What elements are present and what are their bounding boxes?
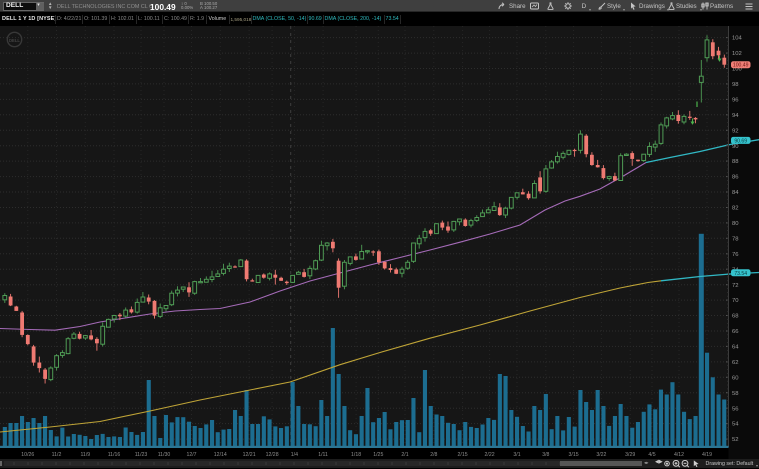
svg-text:62: 62	[732, 360, 739, 366]
svg-text:12/14: 12/14	[214, 452, 227, 458]
svg-text:92: 92	[732, 128, 739, 134]
svg-text:58: 58	[732, 391, 739, 397]
svg-text:11/9: 11/9	[80, 452, 90, 458]
svg-text:84: 84	[732, 190, 739, 196]
svg-text:11/30: 11/30	[158, 452, 171, 458]
svg-text:78: 78	[732, 236, 739, 242]
svg-text:54: 54	[732, 422, 739, 428]
svg-text:90.69: 90.69	[734, 138, 747, 144]
svg-text:11/16: 11/16	[108, 452, 121, 458]
svg-text:96: 96	[732, 98, 739, 104]
svg-text:10/26: 10/26	[21, 452, 34, 458]
svg-text:12/28: 12/28	[266, 452, 279, 458]
svg-text:94: 94	[732, 113, 739, 119]
svg-text:88: 88	[732, 159, 739, 165]
svg-text:76: 76	[732, 252, 739, 258]
svg-text:104: 104	[732, 36, 743, 42]
svg-text:11/23: 11/23	[135, 452, 148, 458]
svg-text:100.49: 100.49	[733, 63, 749, 69]
svg-text:2/1: 2/1	[401, 452, 408, 458]
svg-text:1/25: 1/25	[373, 452, 383, 458]
svg-text:2/8: 2/8	[430, 452, 437, 458]
svg-text:102: 102	[732, 51, 742, 57]
svg-text:4/12: 4/12	[674, 452, 684, 458]
svg-text:64: 64	[732, 345, 739, 351]
svg-text:3/15: 3/15	[569, 452, 579, 458]
svg-text:2/22: 2/22	[485, 452, 495, 458]
svg-text:73.54: 73.54	[734, 271, 747, 277]
svg-text:4/5: 4/5	[648, 452, 655, 458]
svg-text:DELL: DELL	[9, 38, 20, 43]
svg-text:72: 72	[732, 283, 739, 289]
svg-text:12/7: 12/7	[186, 452, 196, 458]
svg-text:68: 68	[732, 314, 739, 320]
svg-text:1/4: 1/4	[291, 452, 298, 458]
svg-text:4/19: 4/19	[702, 452, 712, 458]
svg-text:1/18: 1/18	[351, 452, 361, 458]
svg-text:11/2: 11/2	[52, 452, 62, 458]
svg-text:90: 90	[732, 144, 739, 150]
svg-text:70: 70	[732, 298, 739, 304]
svg-text:80: 80	[732, 221, 739, 227]
svg-text:56: 56	[732, 406, 739, 412]
svg-text:1/11: 1/11	[318, 452, 328, 458]
svg-text:12/21: 12/21	[243, 452, 256, 458]
svg-text:3/29: 3/29	[625, 452, 635, 458]
svg-text:52: 52	[732, 437, 739, 443]
svg-text:3/8: 3/8	[542, 452, 549, 458]
svg-text:2/15: 2/15	[458, 452, 468, 458]
svg-text:60: 60	[732, 375, 739, 381]
svg-text:3/1: 3/1	[513, 452, 520, 458]
svg-text:98: 98	[732, 82, 739, 88]
svg-text:66: 66	[732, 329, 739, 335]
svg-text:86: 86	[732, 175, 739, 181]
svg-text:82: 82	[732, 206, 739, 212]
svg-text:3/22: 3/22	[596, 452, 606, 458]
